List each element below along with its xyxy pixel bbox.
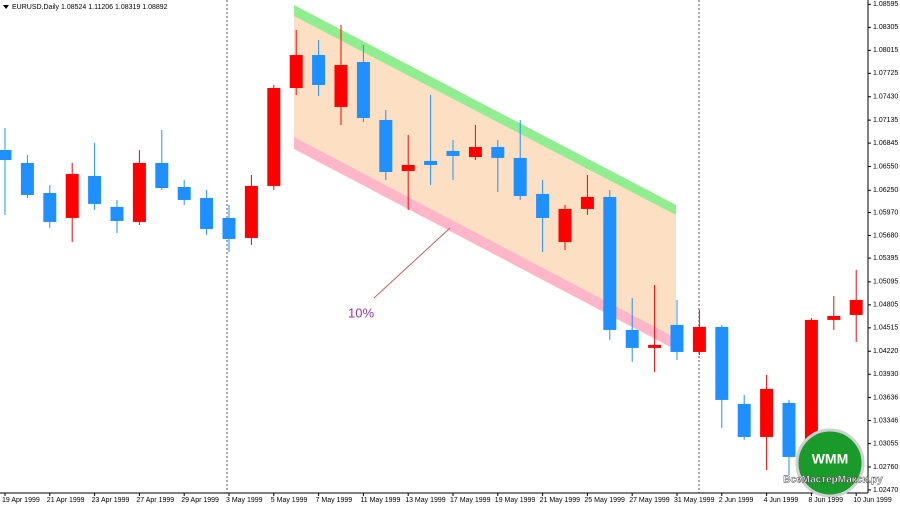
candle-body (20, 162, 34, 195)
candle-body (648, 344, 662, 348)
candle-body (289, 55, 303, 89)
candle-body (468, 147, 482, 157)
y-tick-label: 1.03930 (873, 371, 898, 378)
candle-body (379, 119, 393, 172)
x-tick-label: 29 Apr 1999 (181, 497, 219, 504)
logo-site: ВсеМастерМакси.ру (783, 475, 883, 486)
x-tick-label: 5 May 1999 (271, 497, 308, 504)
y-tick-label: 1.04805 (873, 302, 898, 309)
x-tick-label: 19 Apr 1999 (2, 497, 40, 504)
candle-body (267, 88, 281, 186)
y-tick-label: 1.06845 (873, 140, 898, 147)
y-tick-label: 1.02470 (873, 487, 898, 494)
candle-body (312, 55, 326, 85)
candle-body (491, 147, 505, 158)
plot (0, 24, 863, 475)
candle-body (177, 186, 191, 200)
candle-body (334, 65, 348, 107)
x-tick-label: 11 May 1999 (360, 497, 400, 504)
y-tick-label: 1.07430 (873, 94, 898, 101)
channel-top (294, 5, 676, 215)
candle-body (715, 326, 729, 400)
candle-body (625, 329, 639, 348)
candle-body (558, 208, 572, 242)
y-tick-label: 1.03346 (873, 417, 898, 424)
x-tick-label: 21 May 1999 (540, 497, 581, 504)
candle-body (222, 217, 236, 239)
candle-body (401, 164, 415, 171)
annotation: 10% (348, 305, 374, 320)
candle-body (200, 197, 214, 229)
candle-body (849, 299, 863, 315)
y-tick-label: 1.08305 (873, 24, 898, 31)
title-icon (3, 5, 9, 9)
candle-body (155, 162, 169, 188)
y-tick-label: 1.07725 (873, 70, 898, 77)
logo-circle (795, 428, 865, 498)
candle-body (603, 196, 617, 330)
x-tick-label: 2 Jun 1999 (719, 497, 754, 504)
candle-body (737, 403, 751, 437)
x-tick-label: 4 Jun 1999 (764, 497, 799, 504)
x-tick-label: 27 Apr 1999 (136, 497, 174, 504)
y-tick-label: 1.07135 (873, 117, 898, 124)
x-tick-label: 13 May 1999 (405, 497, 446, 504)
y-tick-label: 1.05395 (873, 255, 898, 262)
y-tick-label: 1.03055 (873, 440, 898, 447)
candle-body (132, 162, 146, 222)
y-tick-label: 1.03636 (873, 394, 898, 401)
candle-body (827, 315, 841, 320)
y-tick-label: 1.08015 (873, 47, 898, 54)
candle-body (65, 173, 79, 218)
x-tick-label: 27 May 1999 (629, 497, 670, 504)
annotation-line (373, 227, 451, 299)
y-tick-label: 1.04220 (873, 348, 898, 355)
x-tick-label: 3 May 1999 (226, 497, 263, 504)
x-tick-label: 8 Jun 1999 (808, 497, 843, 504)
candle-body (670, 324, 684, 352)
candle-body (356, 62, 370, 118)
candle-body (43, 192, 57, 222)
candle-body (804, 319, 818, 457)
candle-body (760, 388, 774, 437)
candle-body (244, 185, 258, 238)
channel-bottom (294, 137, 676, 350)
y-tick-label: 1.05970 (873, 209, 898, 216)
x-tick-label: 25 May 1999 (584, 497, 625, 504)
candle-body (782, 402, 796, 457)
candle-body (0, 150, 12, 161)
candle-body (88, 175, 102, 204)
logo-text: WMM (812, 451, 849, 467)
candle-body (446, 150, 460, 156)
candle-body (424, 160, 438, 165)
y-tick-label: 1.04515 (873, 325, 898, 332)
x-tick-label: 19 May 1999 (495, 497, 536, 504)
candle-body (536, 193, 550, 218)
candle-body (692, 326, 706, 352)
candle-body (513, 157, 527, 196)
y-tick-label: 1.02760 (873, 464, 898, 471)
candle-body (110, 206, 124, 221)
candle-body (580, 196, 594, 209)
chart-title: EURUSD,Daily 1.08524 1.11206 1.08319 1.0… (12, 4, 168, 11)
x-tick-label: 10 Jun 1999 (853, 497, 892, 504)
x-tick-label: 31 May 1999 (674, 497, 715, 504)
y-tick-label: 1.05095 (873, 279, 898, 286)
channel-fill (294, 5, 676, 345)
y-tick-label: 1.08595 (873, 1, 898, 8)
x-tick-label: 23 Apr 1999 (92, 497, 130, 504)
y-tick-label: 1.05680 (873, 232, 898, 239)
y-tick-label: 1.06550 (873, 163, 898, 170)
x-tick-label: 21 Apr 1999 (47, 497, 85, 504)
x-tick-label: 7 May 1999 (316, 497, 353, 504)
x-tick-label: 17 May 1999 (450, 497, 491, 504)
y-tick-label: 1.06250 (873, 187, 898, 194)
